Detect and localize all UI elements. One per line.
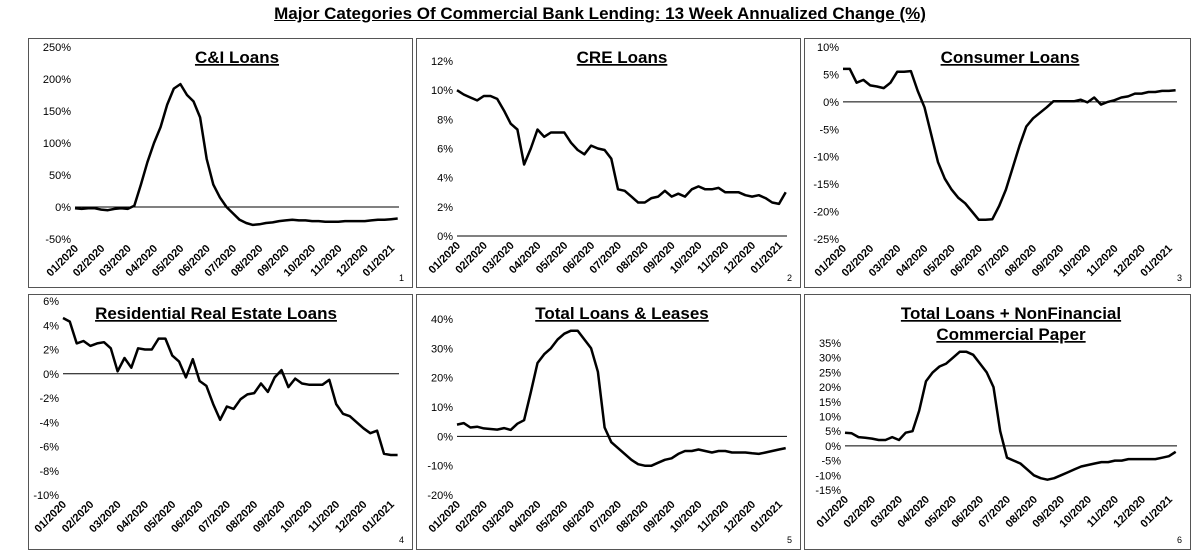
y-tick-label: 200% [43,74,71,86]
y-tick-label: 10% [819,412,841,424]
y-tick-label: -15% [815,485,841,497]
y-tick-label: -2% [39,393,59,405]
y-tick-label: 0% [43,369,59,381]
y-tick-label: 10% [431,85,453,97]
y-tick-label: 5% [825,426,841,438]
y-tick-label: -10% [813,152,839,164]
y-tick-label: 2% [437,202,453,214]
y-tick-label: -6% [39,442,59,454]
y-tick-label: 30% [431,343,453,355]
chart-svg: -20%-10%0%10%20%30%40%01/202002/202003/2… [427,304,792,545]
chart-svg: -10%-8%-6%-4%-2%0%2%4%6%01/202002/202003… [33,296,404,545]
y-tick-label: 4% [437,173,453,185]
chart-title: Total Loans + NonFinancial [901,304,1121,323]
y-tick-label: 0% [437,431,453,443]
y-tick-label: 30% [819,353,841,365]
series-line [74,82,398,227]
y-tick-label: 6% [437,144,453,156]
chart-title: Consumer Loans [941,48,1080,67]
y-tick-label: -15% [813,179,839,191]
chart-title: Residential Real Estate Loans [95,304,337,323]
series-line [62,316,398,457]
panel-number: 3 [1177,273,1182,283]
y-tick-label: 0% [55,202,71,214]
y-tick-label: 8% [437,114,453,126]
y-tick-label: -5% [821,456,841,468]
chart-svg: -15%-10%-5%0%5%10%15%20%25%30%35%01/2020… [815,304,1182,545]
series-line [844,350,1177,481]
y-tick-label: -10% [427,461,453,473]
chart-title: C&I Loans [195,48,279,67]
panel-number: 5 [787,535,792,545]
y-tick-label: 2% [43,345,59,357]
series-line [843,67,1176,222]
y-tick-label: 35% [819,338,841,350]
y-tick-label: -20% [813,207,839,219]
y-tick-label: -5% [819,124,839,136]
y-tick-label: 15% [819,397,841,409]
y-tick-label: 10% [431,402,453,414]
main-title: Major Categories Of Commercial Bank Lend… [274,4,926,23]
y-tick-label: 100% [43,138,71,150]
y-tick-label: 12% [431,56,453,68]
chart-panel-total-loans-leases: -20% -10% 0% 10% 20% 30% 40% 01/2020 02/2020 03/2… [416,294,801,550]
y-tick-label: 10% [817,42,839,54]
chart-svg: 0%2%4%6%8%10%12%01/202002/202003/202004/… [427,48,792,283]
y-tick-label: 4% [43,320,59,332]
y-tick-label: -50% [45,234,71,246]
chart-svg: -50%0%50%100%150%200%250%01/202002/20200… [43,42,404,283]
y-tick-label: -4% [39,417,59,429]
y-tick-label: 5% [823,69,839,81]
series-line [456,329,786,467]
chart-title: Commercial Paper [936,325,1086,344]
y-tick-label: 0% [437,231,453,243]
y-tick-label: 40% [431,314,453,326]
chart-title: CRE Loans [577,48,668,67]
y-tick-label: 0% [825,441,841,453]
panel-number: 4 [399,535,404,545]
chart-panel-residential-real-estate-loans: -10% -8% -6% -4% -2% 0% 2% 4% 6% 01/2020 02/2020 03… [28,294,413,550]
y-tick-label: 250% [43,42,71,54]
y-tick-label: -25% [813,234,839,246]
y-tick-label: 20% [819,382,841,394]
y-tick-label: 150% [43,106,71,118]
y-tick-label: -10% [815,470,841,482]
panel-number: 1 [399,273,404,283]
panel-number: 2 [787,273,792,283]
chart-panel-ci-loans: -50% 0% 50% 100% 150% 200% 250% 01/2020 02/2020 0… [28,38,413,288]
chart-panel-consumer-loans: -25% -20% -15% -10% -5% 0% 5% 10% 01/2020 02/2020… [804,38,1191,288]
y-tick-label: 6% [43,296,59,308]
chart-panel-total-loans-commercial-paper: -15% -10% -5% 0% 5% 10% 15% 20% 25% 30% 35% 01/2020… [804,294,1191,550]
chart-panel-cre-loans: 0% 2% 4% 6% 8% 10% 12% 01/2020 02/2020 03/2020 04/… [416,38,801,288]
chart-svg: -25%-20%-15%-10%-5%0%5%10%01/202002/2020… [813,42,1182,283]
y-tick-label: -8% [39,466,59,478]
y-tick-label: -20% [427,490,453,502]
chart-title: Total Loans & Leases [535,304,709,323]
series-line [456,89,787,206]
y-tick-label: -10% [33,490,59,502]
y-tick-label: 0% [823,97,839,109]
y-tick-label: 20% [431,373,453,385]
y-tick-label: 50% [49,170,71,182]
panel-number: 6 [1177,535,1182,545]
y-tick-label: 25% [819,367,841,379]
